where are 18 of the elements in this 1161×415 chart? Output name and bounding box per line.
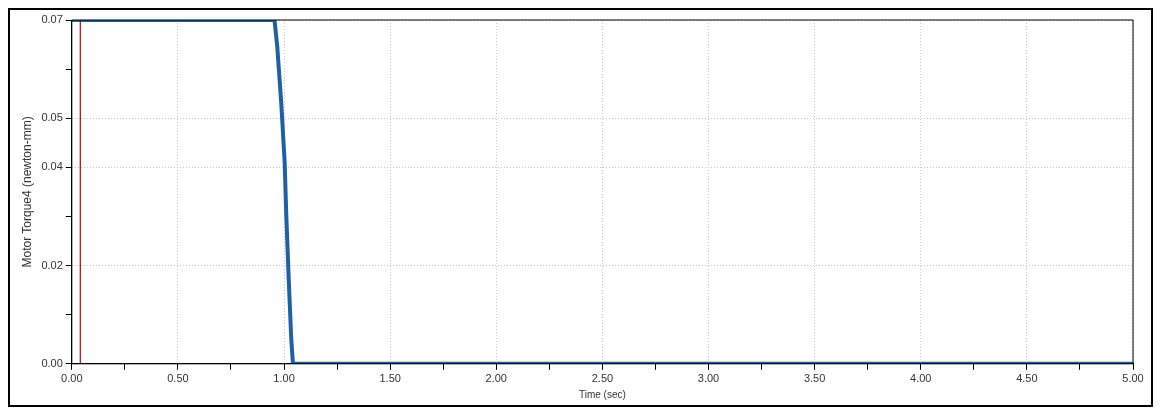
y-axis-title: Motor Torque4 (newton-mm)	[19, 116, 34, 268]
x-tick-label: 0.00	[61, 372, 83, 385]
y-tick-label: 0.05	[41, 111, 63, 124]
x-axis-title: Time (sec)	[578, 388, 626, 400]
y-tick-label: 0.02	[41, 258, 63, 271]
x-tick-label: 1.50	[379, 372, 401, 385]
y-tick-label: 0.00	[41, 356, 63, 369]
x-tick-label: 2.00	[485, 372, 507, 385]
x-tick-label: 3.00	[697, 372, 720, 385]
x-tick-label: 4.50	[1016, 372, 1038, 385]
x-tick-label: 0.50	[167, 372, 189, 385]
x-tick-label: 1.00	[273, 372, 295, 385]
x-tick-label: 5.00	[1122, 372, 1144, 385]
y-tick-label: 0.04	[41, 160, 63, 173]
y-tick-label: 0.07	[41, 13, 63, 26]
x-tick-label: 4.00	[910, 372, 932, 385]
x-tick-label: 3.50	[803, 372, 826, 385]
x-tick-label: 2.50	[591, 372, 614, 385]
